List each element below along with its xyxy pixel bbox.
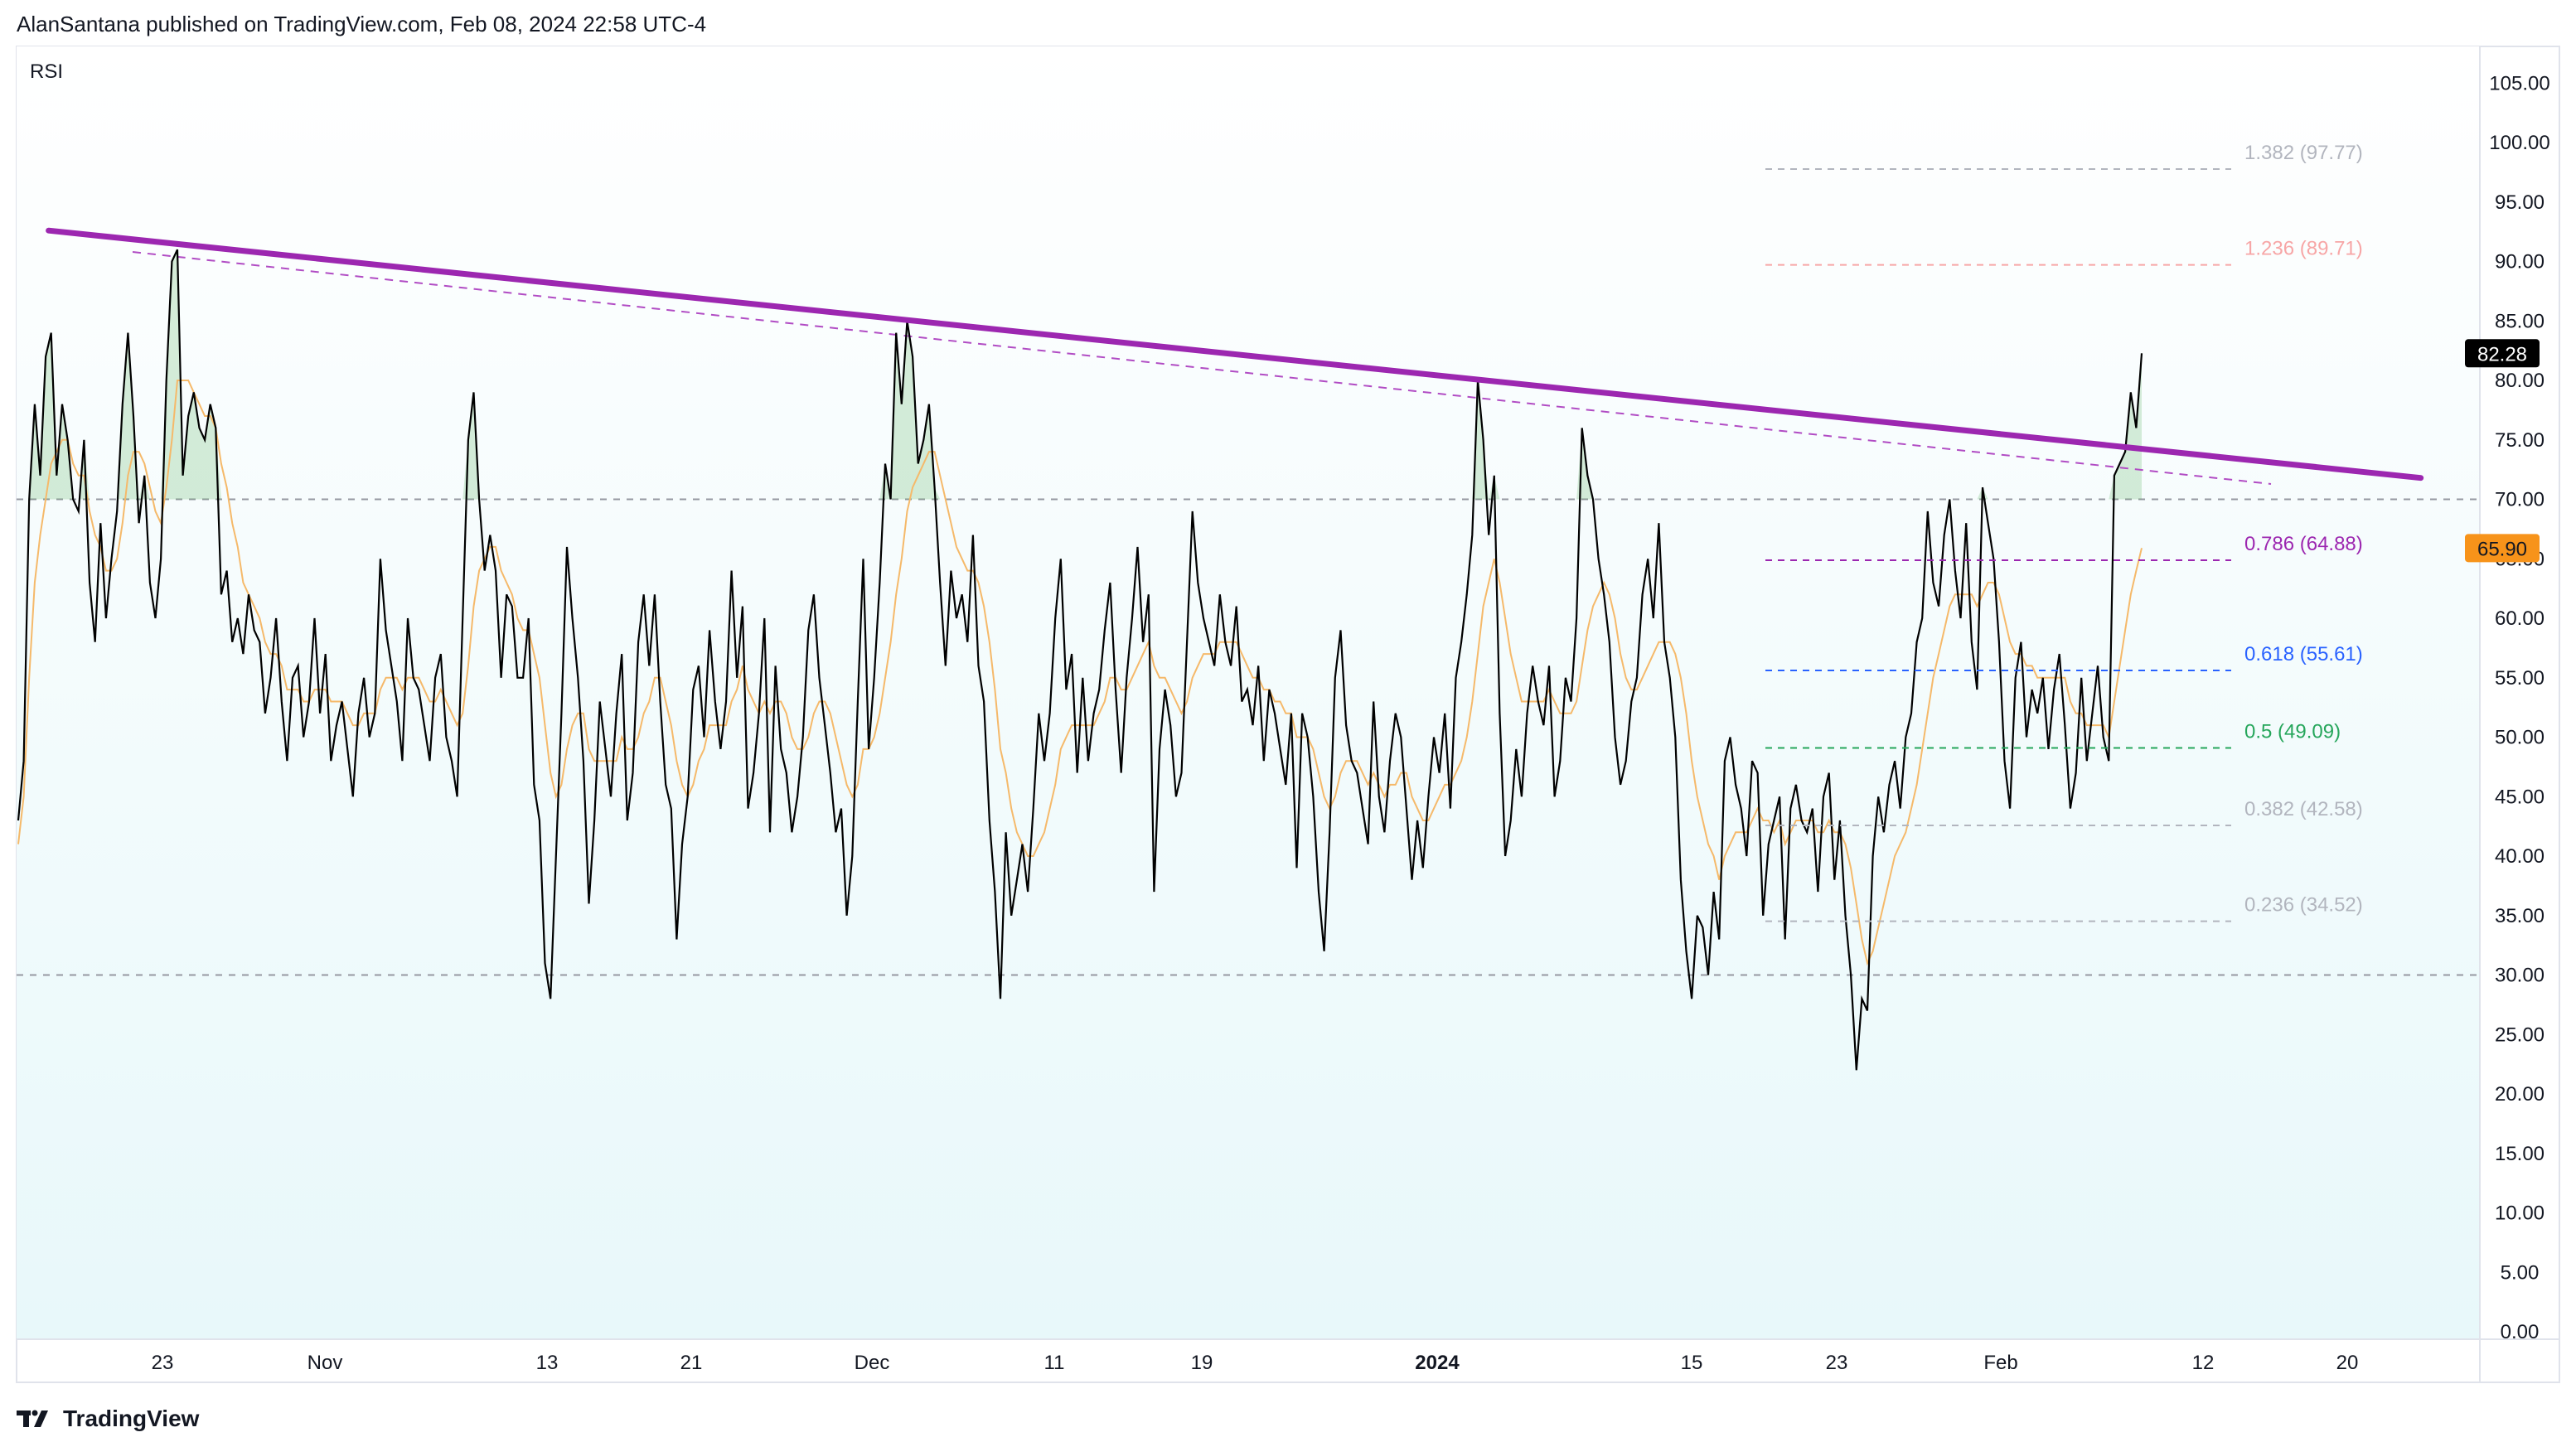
y-tick-label: 0.00 xyxy=(2501,1321,2540,1343)
y-tick-label: 10.00 xyxy=(2495,1202,2545,1225)
current-value-label: 82.28 xyxy=(2477,343,2527,365)
x-tick-label: 20 xyxy=(2336,1352,2359,1374)
x-tick-label: 15 xyxy=(1681,1352,1703,1374)
y-tick-label: 105.00 xyxy=(2489,72,2549,94)
y-tick-label: 5.00 xyxy=(2501,1261,2540,1284)
y-tick-label: 90.00 xyxy=(2495,251,2545,273)
plot-area xyxy=(17,168,2424,1071)
tradingview-logo-icon xyxy=(17,1410,48,1427)
y-tick-label: 50.00 xyxy=(2495,727,2545,749)
fib-level-label: 0.5 (49.09) xyxy=(2244,721,2341,743)
fib-level-label: 0.618 (55.61) xyxy=(2244,643,2363,665)
y-tick-label: 30.00 xyxy=(2495,965,2545,987)
x-tick-label: Nov xyxy=(307,1352,343,1374)
fib-level-label: 1.236 (89.71) xyxy=(2244,238,2363,260)
x-tick-label: 21 xyxy=(680,1352,703,1374)
x-tick-label: Dec xyxy=(855,1352,890,1374)
x-tick-label: 19 xyxy=(1191,1352,1213,1374)
x-tick-label: 11 xyxy=(1044,1352,1065,1374)
series-line-rsi xyxy=(17,249,2143,1071)
fib-level-label: 1.382 (97.77) xyxy=(2244,142,2363,164)
y-tick-label: 35.00 xyxy=(2495,905,2545,927)
y-tick-label: 100.00 xyxy=(2489,132,2549,154)
current-value-label: 65.90 xyxy=(2477,538,2527,560)
y-tick-label: 95.00 xyxy=(2495,191,2545,214)
fib-level-label: 0.382 (42.58) xyxy=(2244,798,2363,820)
fib-level-label: 0.236 (34.52) xyxy=(2244,894,2363,917)
y-tick-label: 40.00 xyxy=(2495,845,2545,868)
y-tick-label: 70.00 xyxy=(2495,489,2545,511)
chart-title: RSI xyxy=(30,60,63,83)
x-tick-label: 2024 xyxy=(1415,1352,1460,1374)
current-value-badge xyxy=(2465,339,2540,368)
main-trendline xyxy=(46,227,2424,481)
y-tick-label: 20.00 xyxy=(2495,1083,2545,1106)
dashed-trendline xyxy=(132,251,2272,485)
x-tick-label: 12 xyxy=(2192,1352,2215,1374)
x-tick-label: 23 xyxy=(1826,1352,1848,1374)
footer-brand[interactable]: TradingView xyxy=(63,1406,200,1431)
y-tick-label: 25.00 xyxy=(2495,1023,2545,1046)
x-tick-label: Feb xyxy=(1983,1352,2017,1374)
current-value-badge xyxy=(2465,534,2540,563)
publisher-header: AlanSantana published on TradingView.com… xyxy=(17,12,707,36)
y-tick-label: 75.00 xyxy=(2495,429,2545,452)
y-tick-label: 80.00 xyxy=(2495,370,2545,392)
x-tick-label: 23 xyxy=(152,1352,174,1374)
footer: TradingView xyxy=(17,1402,199,1435)
fib-level-label: 0.786 (64.88) xyxy=(2244,533,2363,555)
y-tick-label: 55.00 xyxy=(2495,667,2545,690)
y-tick-label: 45.00 xyxy=(2495,786,2545,808)
y-tick-label: 15.00 xyxy=(2495,1143,2545,1165)
x-tick-label: 13 xyxy=(536,1352,559,1374)
y-tick-label: 60.00 xyxy=(2495,607,2545,630)
y-tick-label: 85.00 xyxy=(2495,310,2545,332)
